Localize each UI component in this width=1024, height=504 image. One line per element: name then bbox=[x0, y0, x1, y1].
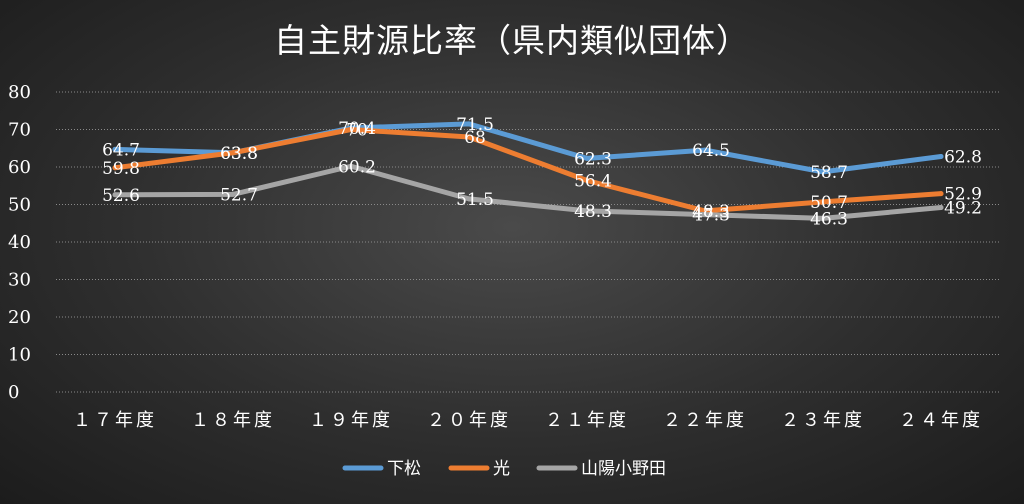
y-tick-label: 50 bbox=[8, 195, 31, 216]
data-point bbox=[584, 208, 590, 214]
data-point bbox=[702, 147, 708, 153]
legend-label: 山陽小野田 bbox=[581, 459, 666, 479]
y-tick-label: 20 bbox=[8, 307, 31, 328]
data-point bbox=[466, 196, 472, 202]
data-label: 47.3 bbox=[692, 206, 730, 226]
data-point bbox=[938, 154, 944, 159]
legend-label: 下松 bbox=[387, 459, 421, 479]
data-label: 51.5 bbox=[456, 190, 494, 210]
y-tick-label: 40 bbox=[8, 232, 31, 253]
x-tick-label: ２２年度 bbox=[663, 410, 747, 431]
data-point bbox=[584, 155, 590, 161]
data-label-layer: 64.7 63.870.4 71.562.3 64.558.762.859.863.8… bbox=[102, 115, 982, 230]
data-label: 58.7 bbox=[810, 163, 848, 183]
series-line-2 bbox=[112, 163, 944, 221]
y-tick-label: 70 bbox=[8, 120, 31, 141]
data-point bbox=[938, 191, 944, 197]
data-point bbox=[112, 146, 118, 152]
data-label: 49.2 bbox=[944, 199, 982, 219]
data-point bbox=[230, 150, 236, 156]
data-point bbox=[820, 199, 826, 205]
y-tick-label: 60 bbox=[8, 157, 31, 178]
data-label: 62.8 bbox=[944, 148, 982, 168]
data-label: 70.4 bbox=[338, 119, 376, 139]
data-point bbox=[938, 205, 944, 210]
grid-layer bbox=[56, 91, 1000, 393]
x-tick-label: １９年度 bbox=[309, 410, 393, 431]
data-label: 52.9 bbox=[944, 185, 982, 205]
data-label: 48.3 bbox=[692, 202, 730, 222]
x-tick-label: １７年度 bbox=[73, 410, 157, 431]
data-point bbox=[112, 192, 118, 198]
data-label: 46.3 bbox=[810, 209, 848, 229]
data-label: 64.7 bbox=[102, 140, 140, 160]
x-tick-label: ２４年度 bbox=[899, 410, 983, 431]
x-tick-label: ２０年度 bbox=[427, 410, 511, 431]
data-label: 56.4 bbox=[574, 172, 612, 192]
x-tick-label: ２１年度 bbox=[545, 410, 629, 431]
data-label: 70 bbox=[346, 121, 368, 141]
data-label: 63.8 bbox=[220, 144, 258, 164]
data-label: 60.2 bbox=[338, 157, 376, 177]
data-label: 68 bbox=[464, 128, 486, 148]
data-point bbox=[584, 178, 590, 183]
data-label: 52.7 bbox=[220, 185, 258, 205]
y-tick-label: 10 bbox=[8, 345, 31, 366]
data-point bbox=[112, 165, 118, 171]
data-point bbox=[820, 215, 826, 221]
data-label: 52.6 bbox=[102, 186, 140, 206]
data-point bbox=[820, 169, 826, 175]
data-label: 64.5 bbox=[692, 141, 730, 161]
data-label: 50.7 bbox=[810, 193, 848, 213]
legend-label: 光 bbox=[493, 459, 510, 479]
data-point bbox=[466, 134, 472, 140]
chart-title: 自主財源比率（県内類似団体） bbox=[274, 21, 750, 60]
y-tick-label: 30 bbox=[8, 270, 31, 291]
data-label: 71.5 bbox=[456, 115, 494, 135]
data-point bbox=[702, 212, 708, 218]
data-point bbox=[348, 163, 354, 169]
x-tick-label: １８年度 bbox=[191, 410, 275, 431]
axis-layer: 0 10 20 30 40 50 60 70 80 １７年度 １８年度 １９年度 ２０年度 ２１年度 ２２年… bbox=[8, 82, 983, 431]
data-label: 59.8 bbox=[102, 159, 140, 179]
data-label: 63.8 bbox=[220, 144, 258, 164]
series-line-1 bbox=[112, 127, 944, 214]
data-label: 62.3 bbox=[574, 149, 612, 169]
series-layer bbox=[112, 121, 944, 221]
y-tick-label: 0 bbox=[8, 382, 19, 403]
data-point bbox=[348, 127, 354, 132]
y-tick-label: 80 bbox=[8, 82, 31, 103]
data-label: 48.3 bbox=[574, 202, 612, 222]
legend: 下松 光 山陽小野田 bbox=[342, 459, 666, 479]
x-tick-label: ２３年度 bbox=[781, 410, 865, 431]
data-point bbox=[230, 191, 236, 197]
data-point bbox=[466, 121, 472, 127]
